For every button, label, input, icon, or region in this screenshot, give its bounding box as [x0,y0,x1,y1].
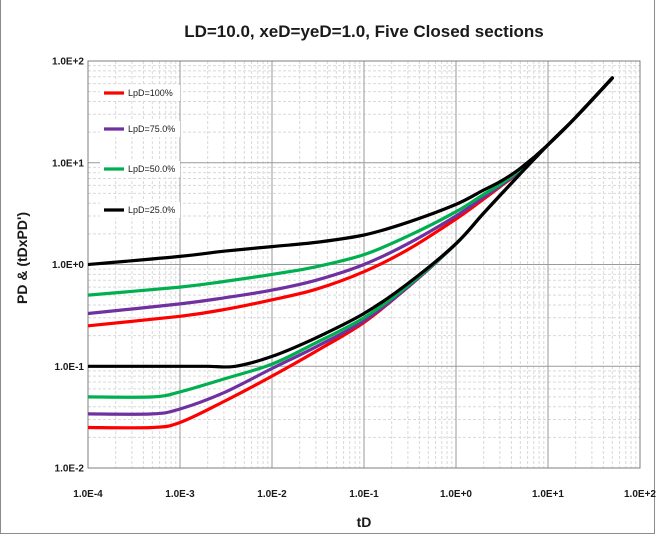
x-tick-label: 1.0E+1 [532,489,564,500]
x-tick-label: 1.0E+0 [440,489,472,500]
x-tick-label: 1.0E-4 [73,489,103,500]
legend-item-background [100,202,180,218]
y-tick-label: 1.0E+1 [52,158,84,169]
legend-label: LpD=25.0% [128,205,175,215]
y-tick-label: 1.0E+0 [52,260,84,271]
x-tick-label: 1.0E-2 [257,489,287,500]
chart-frame [0,0,655,534]
legend-item-background [100,161,180,177]
y-tick-label: 1.0E+2 [52,57,84,68]
legend-label: LpD=50.0% [128,164,175,174]
series-pressure-line [88,76,614,267]
legend-label: LpD=100% [128,88,173,98]
y-tick-label: 1.0E-2 [55,464,85,475]
x-tick-label: 1.0E-3 [165,489,195,500]
legend-item-background [100,121,180,137]
y-tick-label: 1.0E-1 [55,362,85,373]
x-tick-label: 1.0E-1 [349,489,379,500]
x-axis-title: tD [356,514,372,530]
x-tick-label: 1.0E+2 [624,489,656,500]
legend-label: LpD=75.0% [128,124,175,134]
chart-title: LD=10.0, xeD=yeD=1.0, Five Closed sectio… [184,22,544,41]
legend-item-background [100,85,180,101]
